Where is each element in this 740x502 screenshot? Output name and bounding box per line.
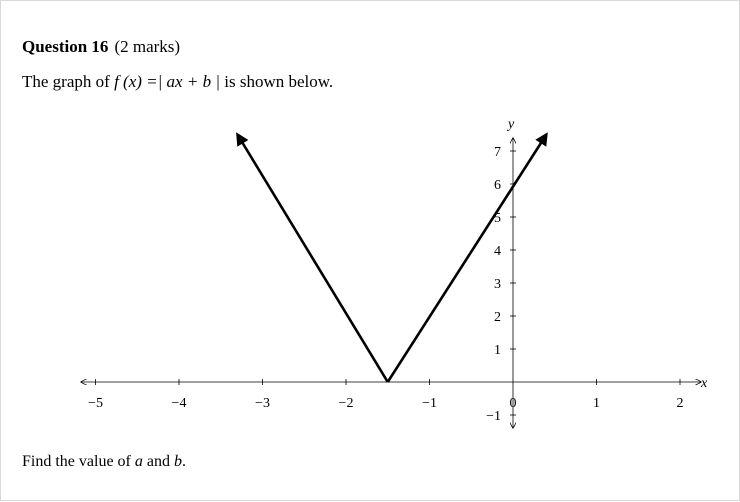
prompt-text-3: .: [182, 453, 186, 470]
y-axis-label: y: [506, 117, 515, 132]
y-tick-label: 6: [494, 178, 501, 193]
x-axis-label: x: [700, 376, 708, 391]
prompt-text-1: Find the value of: [22, 453, 135, 470]
graph-right-arm: [388, 135, 547, 383]
x-tick-label: −1: [422, 396, 437, 411]
y-tick-label: 3: [494, 277, 501, 292]
y-tick-label: 7: [494, 145, 501, 160]
prompt-var-a: a: [135, 453, 143, 470]
x-tick-label: −3: [255, 396, 270, 411]
graph-left-arm: [237, 135, 387, 383]
y-tick-label: −1: [486, 409, 501, 424]
x-tick-label: 1: [593, 396, 600, 411]
y-tick-label: 4: [494, 244, 501, 259]
y-tick-label: 2: [494, 310, 501, 325]
x-tick-label: −5: [88, 396, 103, 411]
y-tick-label: 1: [494, 343, 501, 358]
x-tick-label: −4: [172, 396, 187, 411]
x-tick-label: −2: [339, 396, 354, 411]
x-tick-label: 2: [677, 396, 684, 411]
prompt-text-2: and: [143, 453, 174, 470]
tick-marks: [96, 151, 681, 415]
axes: [81, 138, 701, 428]
question-prompt: Find the value of a and b.: [22, 453, 186, 471]
prompt-var-b: b: [174, 453, 182, 470]
x-tick-label: 0: [510, 396, 517, 411]
